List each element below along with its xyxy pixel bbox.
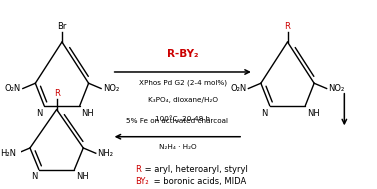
Text: R: R bbox=[135, 165, 141, 174]
Text: NH: NH bbox=[81, 108, 94, 118]
Text: BY₂: BY₂ bbox=[135, 177, 149, 186]
Text: XPhos Pd G2 (2-4 mol%): XPhos Pd G2 (2-4 mol%) bbox=[139, 80, 227, 86]
Text: H₂N: H₂N bbox=[0, 149, 16, 158]
Text: N: N bbox=[36, 108, 43, 118]
Text: R-BY₂: R-BY₂ bbox=[167, 49, 198, 59]
Text: N: N bbox=[31, 172, 37, 181]
Text: = boronic acids, MIDA: = boronic acids, MIDA bbox=[151, 177, 247, 186]
Text: NH: NH bbox=[76, 172, 89, 181]
Text: O₂N: O₂N bbox=[230, 84, 247, 93]
Text: Br: Br bbox=[57, 22, 67, 31]
Text: NH₂: NH₂ bbox=[98, 149, 113, 158]
Text: O₂N: O₂N bbox=[5, 84, 21, 93]
Text: NO₂: NO₂ bbox=[103, 84, 119, 93]
Text: N₂H₄ · H₂O: N₂H₄ · H₂O bbox=[159, 144, 196, 150]
Text: R: R bbox=[285, 22, 290, 31]
Text: 5% Fe on activated charcoal: 5% Fe on activated charcoal bbox=[126, 118, 228, 124]
Text: NO₂: NO₂ bbox=[328, 84, 345, 93]
Text: N: N bbox=[262, 108, 268, 118]
Text: NH: NH bbox=[307, 108, 320, 118]
Text: K₃PO₄, dioxane/H₂O: K₃PO₄, dioxane/H₂O bbox=[148, 97, 218, 103]
Text: = aryl, heteroaryl, styryl: = aryl, heteroaryl, styryl bbox=[142, 165, 248, 174]
Text: 100°C, 20-48 h: 100°C, 20-48 h bbox=[155, 115, 210, 122]
Text: R: R bbox=[54, 89, 60, 98]
